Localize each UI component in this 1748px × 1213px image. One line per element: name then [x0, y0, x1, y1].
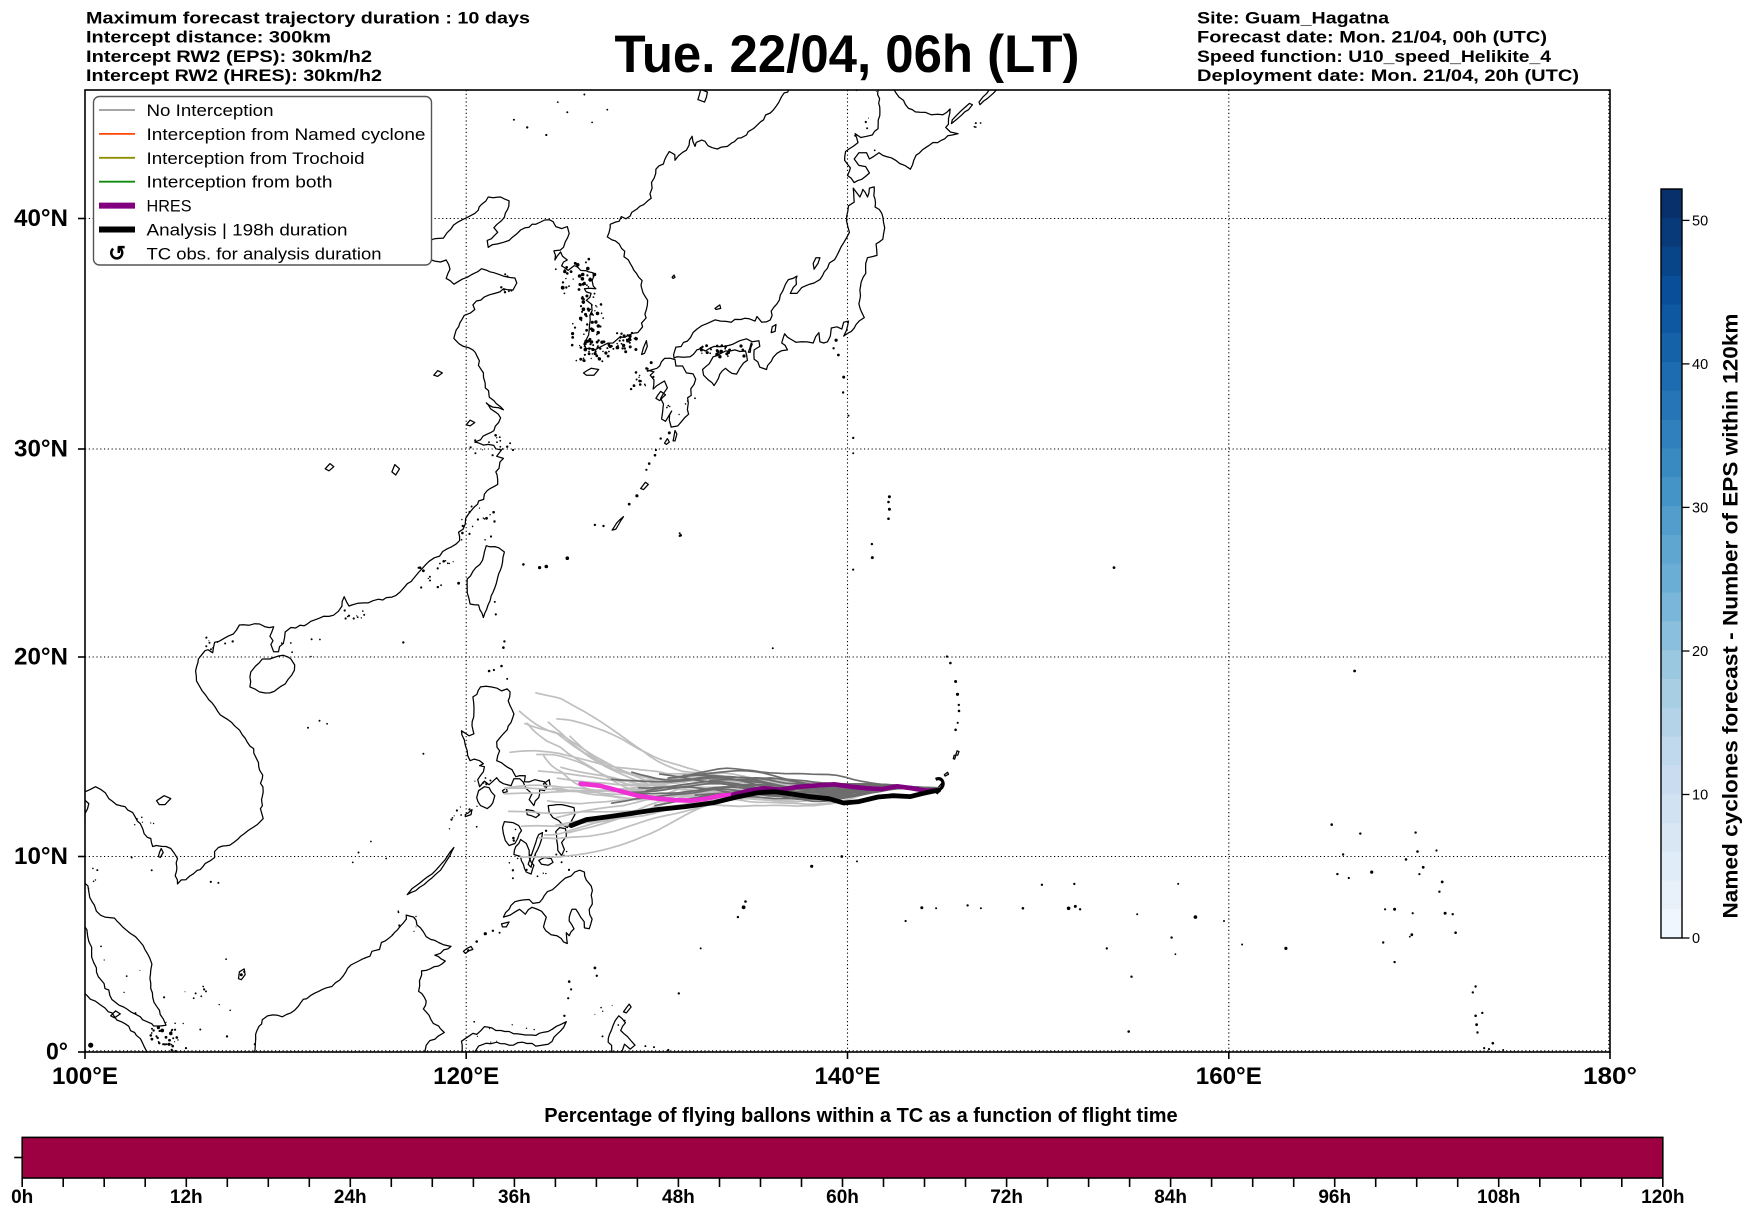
svg-text:140°E: 140°E: [815, 1063, 881, 1090]
svg-text:84h: 84h: [1154, 1187, 1187, 1208]
svg-text:120°E: 120°E: [433, 1063, 499, 1090]
svg-text:30°N: 30°N: [14, 435, 68, 462]
svg-text:Interception from Trochoid: Interception from Trochoid: [147, 149, 365, 168]
svg-text:Interception from Named cyclon: Interception from Named cyclone: [147, 125, 426, 144]
svg-text:0°: 0°: [46, 1038, 68, 1065]
svg-text:30: 30: [1692, 501, 1708, 517]
svg-text:160°E: 160°E: [1196, 1063, 1262, 1090]
svg-text:50: 50: [1692, 214, 1708, 230]
svg-text:10°N: 10°N: [14, 843, 68, 870]
svg-text:TC obs. for analysis duration: TC obs. for analysis duration: [147, 244, 382, 263]
svg-text:20°N: 20°N: [14, 643, 68, 670]
svg-text:Percentage of flying ballons w: Percentage of flying ballons within a TC…: [544, 1105, 1177, 1127]
svg-text:No Interception: No Interception: [147, 101, 274, 120]
svg-text:20: 20: [1692, 644, 1708, 660]
svg-text:40°N: 40°N: [14, 205, 68, 232]
svg-text:24h: 24h: [334, 1187, 367, 1208]
svg-text:100°E: 100°E: [52, 1063, 118, 1090]
svg-text:60h: 60h: [826, 1187, 859, 1208]
svg-text:Maximum forecast trajectory du: Maximum forecast trajectory duration : 1…: [86, 9, 530, 28]
svg-text:10: 10: [1692, 788, 1708, 804]
svg-text:HRES: HRES: [147, 197, 192, 216]
svg-text:48h: 48h: [662, 1187, 695, 1208]
svg-text:96h: 96h: [1318, 1187, 1351, 1208]
svg-text:Site: Guam_Hagatna: Site: Guam_Hagatna: [1197, 9, 1390, 28]
svg-text:Intercept RW2 (EPS): 30km/h2: Intercept RW2 (EPS): 30km/h2: [86, 47, 372, 66]
svg-text:Deployment date: Mon. 21/04, 2: Deployment date: Mon. 21/04, 20h (UTC): [1197, 66, 1579, 85]
svg-text:40: 40: [1692, 357, 1708, 373]
svg-text:Analysis | 198h duration: Analysis | 198h duration: [147, 221, 348, 240]
svg-text:180°: 180°: [1583, 1063, 1637, 1090]
svg-text:Interception from both: Interception from both: [147, 173, 333, 192]
svg-text:Tue. 22/04, 06h (LT): Tue. 22/04, 06h (LT): [615, 25, 1080, 84]
svg-text:Forecast date: Mon. 21/04, 00h: Forecast date: Mon. 21/04, 00h (UTC): [1197, 28, 1547, 47]
svg-text:12h: 12h: [170, 1187, 203, 1208]
svg-text:72h: 72h: [990, 1187, 1023, 1208]
svg-text:Speed function: U10_speed_Heli: Speed function: U10_speed_Helikite_4: [1197, 47, 1552, 66]
svg-text:0: 0: [1692, 931, 1700, 947]
svg-text:Named cyclones forecast - Numb: Named cyclones forecast - Number of EPS …: [1720, 314, 1743, 919]
svg-text:36h: 36h: [498, 1187, 531, 1208]
svg-text:↺: ↺: [108, 242, 126, 265]
svg-text:0h: 0h: [11, 1187, 33, 1208]
svg-text:Intercept RW2 (HRES): 30km/h2: Intercept RW2 (HRES): 30km/h2: [86, 66, 382, 85]
svg-text:Intercept distance: 300km: Intercept distance: 300km: [86, 28, 331, 47]
svg-text:108h: 108h: [1477, 1187, 1520, 1208]
svg-text:120h: 120h: [1641, 1187, 1684, 1208]
